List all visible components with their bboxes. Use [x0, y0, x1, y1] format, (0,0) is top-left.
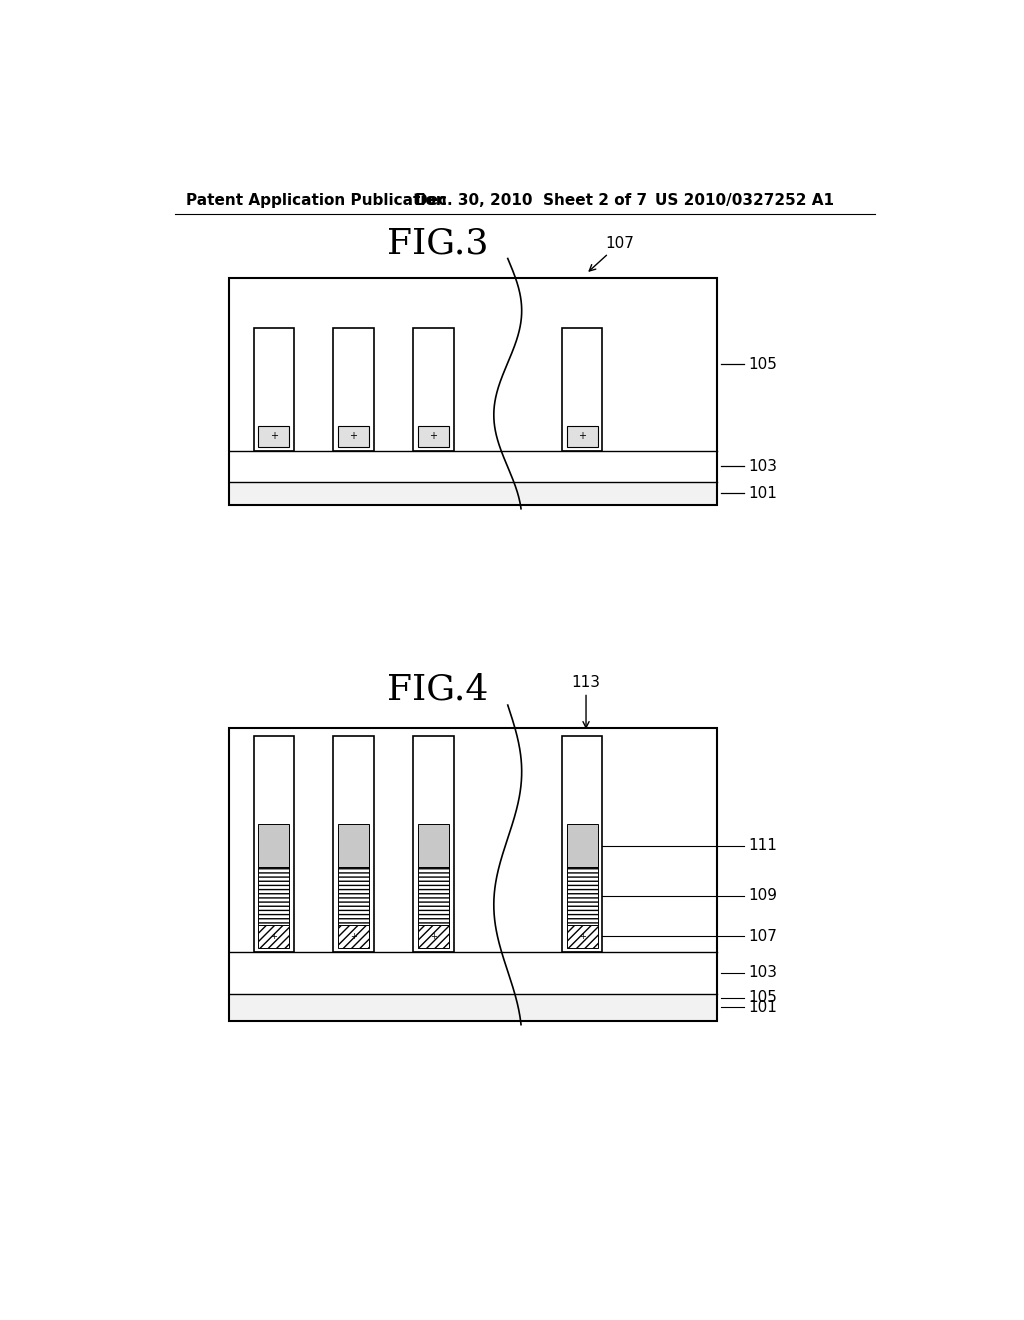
- Bar: [418, 924, 449, 948]
- Bar: [338, 924, 369, 948]
- Text: 103: 103: [748, 459, 777, 474]
- Text: +: +: [270, 932, 278, 941]
- Text: 113: 113: [571, 675, 600, 727]
- Bar: [228, 277, 717, 451]
- Bar: [258, 924, 289, 948]
- Bar: [418, 425, 449, 447]
- Bar: [254, 327, 294, 451]
- Bar: [228, 952, 717, 994]
- Bar: [258, 425, 289, 447]
- Bar: [566, 425, 598, 447]
- Text: 107: 107: [589, 235, 634, 271]
- Bar: [418, 867, 449, 924]
- Bar: [562, 737, 602, 952]
- Text: +: +: [579, 432, 586, 441]
- Text: 111: 111: [748, 838, 777, 853]
- Text: +: +: [430, 932, 437, 941]
- Bar: [338, 867, 369, 924]
- Text: 105: 105: [748, 990, 777, 1006]
- Text: US 2010/0327252 A1: US 2010/0327252 A1: [655, 193, 834, 209]
- Bar: [566, 867, 598, 924]
- Text: 109: 109: [748, 888, 777, 903]
- Bar: [228, 994, 717, 1020]
- Text: +: +: [349, 432, 357, 441]
- Text: 101: 101: [748, 486, 777, 500]
- Bar: [566, 825, 598, 867]
- Bar: [228, 729, 717, 952]
- Text: Patent Application Publication: Patent Application Publication: [186, 193, 446, 209]
- Text: 107: 107: [748, 928, 777, 944]
- Bar: [562, 327, 602, 451]
- Text: FIG.4: FIG.4: [387, 673, 488, 706]
- Bar: [228, 729, 717, 1020]
- Bar: [258, 867, 289, 924]
- Text: Dec. 30, 2010  Sheet 2 of 7: Dec. 30, 2010 Sheet 2 of 7: [415, 193, 647, 209]
- Text: FIG.3: FIG.3: [387, 226, 488, 260]
- Bar: [228, 451, 717, 482]
- Bar: [334, 737, 374, 952]
- Text: +: +: [269, 432, 278, 441]
- Bar: [254, 737, 294, 952]
- Bar: [338, 825, 369, 867]
- Bar: [418, 825, 449, 867]
- Bar: [414, 737, 454, 952]
- Text: +: +: [350, 932, 357, 941]
- Bar: [228, 277, 717, 506]
- Bar: [414, 327, 454, 451]
- Bar: [228, 482, 717, 506]
- Text: 105: 105: [748, 356, 777, 372]
- Bar: [334, 327, 374, 451]
- Text: 103: 103: [748, 965, 777, 981]
- Text: +: +: [429, 432, 437, 441]
- Bar: [258, 825, 289, 867]
- Bar: [338, 425, 369, 447]
- Text: 101: 101: [748, 999, 777, 1015]
- Bar: [566, 924, 598, 948]
- Text: +: +: [579, 932, 586, 941]
